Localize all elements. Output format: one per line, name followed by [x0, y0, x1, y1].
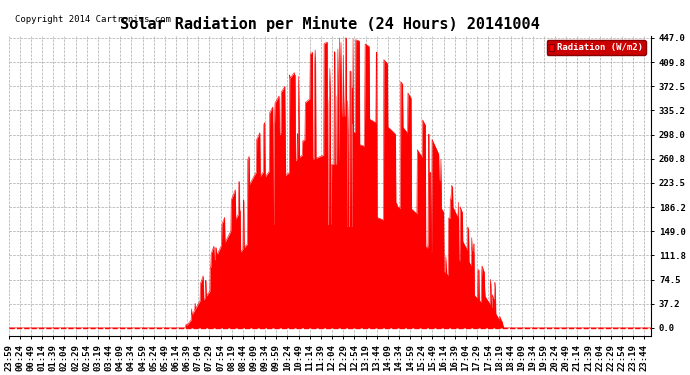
Text: Copyright 2014 Cartronics.com: Copyright 2014 Cartronics.com — [15, 15, 171, 24]
Title: Solar Radiation per Minute (24 Hours) 20141004: Solar Radiation per Minute (24 Hours) 20… — [120, 16, 540, 32]
Legend: Radiation (W/m2): Radiation (W/m2) — [546, 40, 646, 55]
